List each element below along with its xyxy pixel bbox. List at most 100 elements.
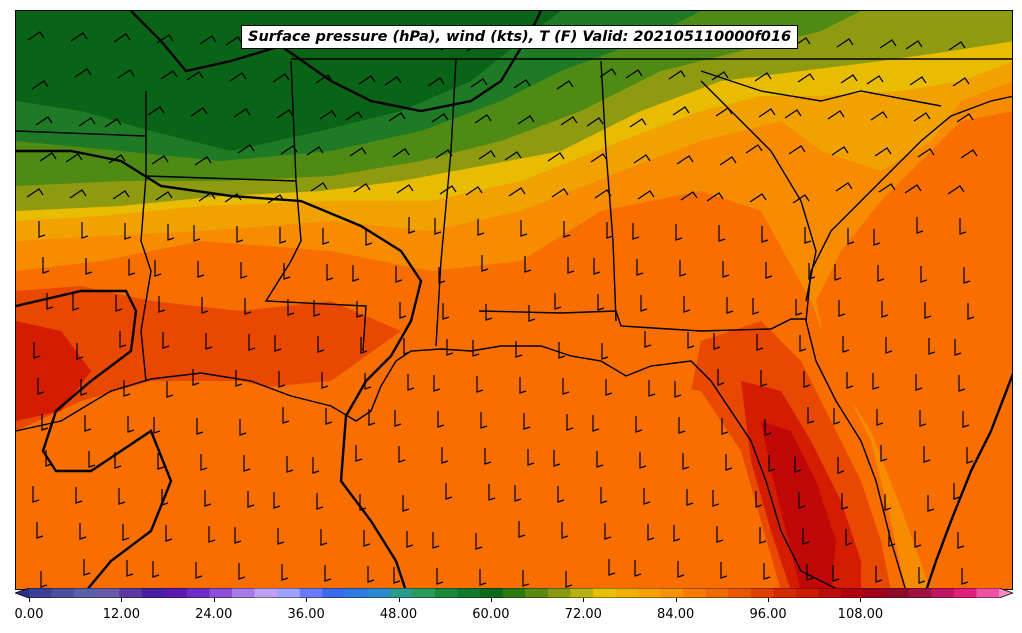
colorbar-tick-label: 72.00 — [564, 607, 602, 622]
wind-barb — [234, 527, 242, 544]
colorbar-swatch — [570, 588, 594, 598]
wind-barb — [113, 33, 131, 43]
wind-barb — [840, 74, 858, 84]
colorbar-swatch — [705, 588, 729, 598]
wind-barb — [916, 217, 924, 234]
wind-barb — [640, 295, 648, 312]
wind-barb — [917, 148, 935, 158]
east-coast — [805, 95, 1012, 589]
wind-barb — [720, 562, 728, 579]
wind-barb — [605, 379, 613, 396]
wind-barb — [353, 183, 371, 193]
wind-barb — [522, 570, 530, 587]
wind-barb — [165, 525, 173, 542]
wind-barb — [153, 417, 161, 434]
wind-barb — [78, 117, 96, 127]
wind-barb — [804, 227, 812, 244]
wind-barb — [392, 148, 410, 158]
colorbar-swatch — [186, 588, 211, 598]
wind-barb — [752, 298, 760, 315]
wind-barb — [427, 77, 445, 87]
wind-barb — [439, 185, 457, 195]
border-tx-la — [140, 91, 152, 382]
wind-barb — [629, 118, 647, 128]
wind-barb — [190, 107, 208, 117]
wind-barb — [673, 525, 681, 542]
wind-barb — [128, 259, 136, 276]
wind-barb — [523, 413, 531, 430]
wind-barb — [124, 223, 132, 240]
wind-barb — [565, 571, 573, 588]
colorbar-tick-label: 12.00 — [102, 607, 140, 622]
wind-barb — [558, 342, 566, 359]
wind-barb — [682, 453, 690, 470]
wind-barb — [832, 565, 840, 582]
wind-barb — [436, 568, 444, 585]
wind-barb — [528, 305, 536, 322]
wind-barb — [356, 301, 364, 318]
wind-barb — [233, 108, 251, 118]
wind-barb — [384, 76, 402, 86]
wind-barb — [517, 115, 535, 125]
wind-barb — [799, 335, 807, 352]
colorbar-tick-mark — [29, 598, 30, 602]
wind-barb — [488, 484, 496, 501]
wind-barb — [885, 337, 893, 354]
wind-barb — [239, 419, 247, 436]
wind-barb — [599, 68, 617, 78]
wind-barb — [905, 40, 923, 50]
wind-barb — [837, 457, 845, 474]
colorbar-tick-mark — [213, 598, 215, 602]
wind-barb — [108, 154, 126, 164]
wind-barb — [194, 156, 212, 166]
wind-barb — [276, 109, 294, 119]
wind-barb — [745, 144, 763, 154]
wind-barb — [394, 410, 402, 427]
wind-barb — [873, 229, 881, 246]
colorbar-tick-label: 108.00 — [837, 607, 884, 622]
colorbar-swatch — [953, 588, 978, 598]
wind-barb — [33, 342, 41, 359]
wind-barb — [324, 565, 332, 582]
wind-barb — [808, 263, 816, 280]
wind-barb — [807, 407, 815, 424]
wind-barb — [283, 263, 291, 280]
wind-barb — [551, 188, 569, 198]
wind-barb — [870, 111, 888, 121]
wind-barb — [321, 372, 329, 389]
wind-barb — [196, 418, 204, 435]
wind-barb — [947, 185, 965, 195]
wind-barb — [433, 375, 441, 392]
wind-barb — [674, 381, 682, 398]
wind-barb — [963, 267, 971, 284]
wind-barb — [442, 303, 450, 320]
wind-barbs — [26, 30, 978, 588]
wind-barb — [481, 255, 489, 272]
wind-barb — [41, 414, 49, 431]
colorbar-swatch — [389, 588, 414, 598]
wind-barb — [393, 567, 401, 584]
colorbar-swatch — [119, 588, 143, 598]
border-al-ga — [600, 60, 617, 322]
wind-barb — [680, 191, 698, 201]
wind-barb — [27, 31, 45, 41]
wind-barb — [845, 529, 853, 546]
wind-barb — [606, 222, 614, 239]
wind-barb — [686, 489, 694, 506]
wind-barb — [834, 264, 842, 281]
wind-barb — [229, 72, 247, 82]
colorbar-swatch — [841, 588, 865, 598]
wind-barb — [42, 257, 50, 274]
colorbar-tick-label: 0.00 — [14, 607, 44, 622]
wind-barb — [644, 331, 652, 348]
wind-barb — [437, 411, 445, 428]
wind-barb — [877, 265, 885, 282]
wind-barb — [600, 487, 608, 504]
wind-barb — [831, 146, 849, 156]
wind-barb — [402, 495, 410, 512]
colorbar-swatch — [502, 588, 526, 598]
wind-barb — [554, 293, 562, 310]
wind-barb — [601, 343, 609, 360]
wind-barb — [924, 302, 932, 319]
colorbar-swatch — [74, 588, 98, 598]
